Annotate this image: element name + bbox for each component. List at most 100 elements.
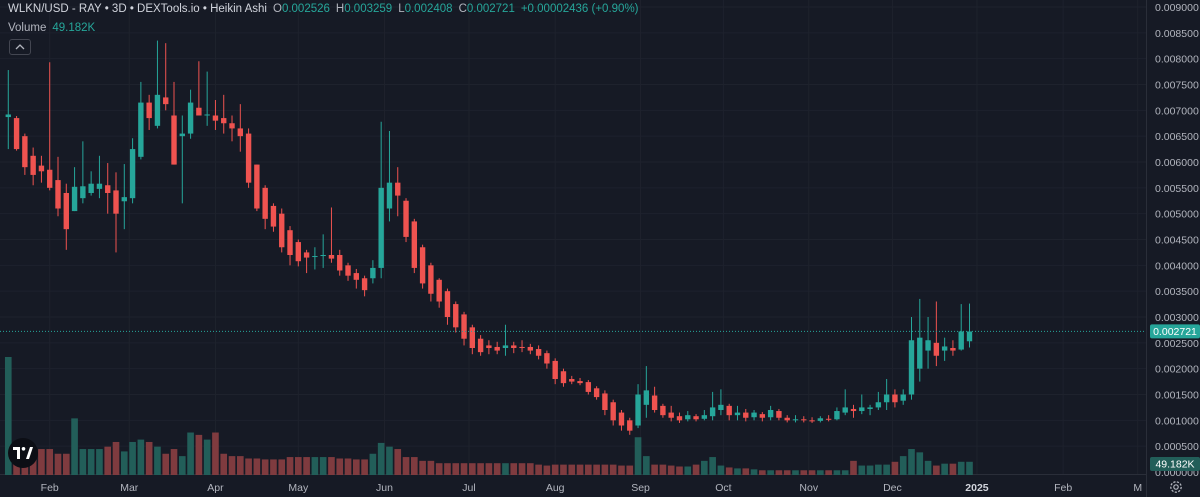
candle[interactable] — [337, 249, 343, 276]
candle[interactable] — [585, 380, 592, 395]
candle[interactable] — [892, 389, 898, 408]
candle[interactable] — [444, 288, 451, 325]
candle[interactable] — [809, 417, 815, 423]
candle[interactable] — [834, 407, 840, 421]
candle[interactable] — [627, 417, 633, 435]
candle[interactable] — [171, 81, 177, 165]
candle[interactable] — [262, 185, 268, 230]
candle[interactable] — [552, 358, 558, 385]
candle[interactable] — [436, 278, 442, 308]
candle[interactable] — [825, 415, 832, 422]
candle[interactable] — [577, 377, 583, 386]
candle[interactable] — [270, 203, 277, 232]
candle[interactable] — [13, 116, 20, 151]
candle[interactable] — [353, 268, 360, 289]
candle[interactable] — [187, 89, 194, 139]
candle[interactable] — [113, 172, 119, 253]
candle[interactable] — [138, 81, 144, 160]
candle[interactable] — [610, 399, 616, 426]
candle[interactable] — [320, 234, 326, 268]
candle[interactable] — [378, 121, 384, 279]
candle[interactable] — [544, 350, 550, 369]
candle[interactable] — [477, 335, 484, 356]
candle[interactable] — [519, 340, 525, 353]
candle[interactable] — [312, 247, 318, 270]
candle[interactable] — [88, 171, 94, 196]
candle[interactable] — [801, 416, 807, 423]
candle[interactable] — [303, 249, 310, 274]
candle[interactable] — [229, 115, 235, 142]
candle[interactable] — [958, 304, 964, 351]
candle[interactable] — [295, 239, 302, 267]
candle[interactable] — [163, 43, 169, 111]
candle[interactable] — [395, 167, 401, 217]
candle[interactable] — [776, 408, 782, 421]
candle[interactable] — [237, 104, 243, 152]
candle[interactable] — [411, 218, 418, 274]
candle[interactable] — [676, 412, 683, 423]
candle[interactable] — [651, 386, 658, 413]
candle[interactable] — [718, 389, 724, 416]
candle[interactable] — [842, 389, 848, 416]
candle[interactable] — [726, 403, 732, 421]
candle[interactable] — [30, 147, 36, 186]
candle[interactable] — [817, 416, 824, 423]
candle[interactable] — [685, 411, 691, 422]
candle[interactable] — [933, 301, 940, 367]
candle[interactable] — [494, 341, 500, 355]
candle[interactable] — [602, 390, 608, 416]
collapse-legend-button[interactable] — [9, 39, 31, 55]
candle[interactable] — [328, 207, 335, 263]
candle[interactable] — [345, 262, 351, 281]
candle[interactable] — [80, 141, 86, 204]
candle[interactable] — [900, 389, 906, 405]
candle[interactable] — [22, 133, 28, 175]
candle[interactable] — [179, 115, 185, 204]
candle[interactable] — [279, 208, 285, 253]
candle[interactable] — [859, 394, 865, 415]
candle[interactable] — [287, 226, 293, 266]
candle[interactable] — [146, 94, 152, 130]
candle[interactable] — [908, 317, 915, 400]
candle[interactable] — [966, 303, 973, 348]
candle[interactable] — [593, 386, 600, 400]
candle[interactable] — [941, 337, 948, 361]
candle[interactable] — [121, 164, 127, 230]
candle[interactable] — [569, 375, 575, 385]
candle[interactable] — [428, 262, 434, 302]
candle[interactable] — [486, 340, 492, 355]
candle[interactable] — [734, 405, 741, 421]
candle[interactable] — [453, 301, 459, 333]
candle[interactable] — [709, 391, 716, 421]
tradingview-logo-icon[interactable] — [8, 438, 38, 468]
candle[interactable] — [55, 156, 61, 217]
candle[interactable] — [38, 155, 45, 183]
candle[interactable] — [618, 410, 625, 431]
candle[interactable] — [221, 94, 227, 134]
candle[interactable] — [370, 260, 376, 284]
candle[interactable] — [693, 414, 699, 422]
candle[interactable] — [950, 340, 956, 356]
candle[interactable] — [386, 131, 393, 222]
candle[interactable] — [129, 138, 136, 204]
candle[interactable] — [196, 61, 202, 116]
candle[interactable] — [751, 410, 757, 421]
candle[interactable] — [71, 167, 78, 212]
candle[interactable] — [917, 298, 923, 382]
candle[interactable] — [5, 70, 11, 150]
gear-icon[interactable] — [1168, 479, 1184, 495]
candle[interactable] — [883, 379, 890, 410]
candle[interactable] — [668, 405, 674, 422]
candle[interactable] — [63, 183, 69, 250]
candle[interactable] — [535, 345, 542, 360]
candle[interactable] — [105, 163, 111, 214]
candle[interactable] — [212, 100, 219, 130]
candle[interactable] — [635, 384, 641, 429]
time-axis[interactable]: Feb Mar Apr May Jun Jul Aug Sep Oct Nov Dec 2025 Feb… — [41, 482, 1142, 494]
candle[interactable] — [743, 408, 749, 422]
candle[interactable] — [511, 341, 517, 354]
candle[interactable] — [925, 317, 931, 369]
candle[interactable] — [875, 391, 882, 410]
candle[interactable] — [560, 368, 567, 387]
